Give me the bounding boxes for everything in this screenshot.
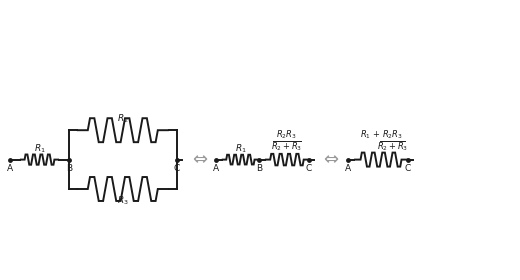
- Text: ⇔: ⇔: [192, 151, 207, 169]
- Text: $R_1$ +: $R_1$ +: [360, 129, 381, 141]
- Text: $R_3$: $R_3$: [117, 195, 128, 207]
- Text: $R_2 R_3$: $R_2 R_3$: [382, 129, 403, 141]
- Text: A: A: [213, 164, 219, 173]
- Text: A: A: [345, 164, 352, 173]
- Text: $R_2 R_3$: $R_2 R_3$: [277, 129, 297, 141]
- Text: B: B: [66, 164, 72, 173]
- Text: $R_1$: $R_1$: [235, 143, 246, 155]
- Text: C: C: [174, 164, 180, 173]
- Text: C: C: [405, 164, 411, 173]
- Text: C: C: [306, 164, 312, 173]
- Text: B: B: [256, 164, 262, 173]
- Text: A: A: [7, 164, 13, 173]
- Text: $R_2+R_3$: $R_2+R_3$: [271, 141, 303, 153]
- Text: $R_1$: $R_1$: [34, 143, 45, 155]
- Text: $R_2+R_3$: $R_2+R_3$: [376, 141, 408, 153]
- Text: $R_2$: $R_2$: [117, 112, 128, 125]
- Text: ⇔: ⇔: [323, 151, 338, 169]
